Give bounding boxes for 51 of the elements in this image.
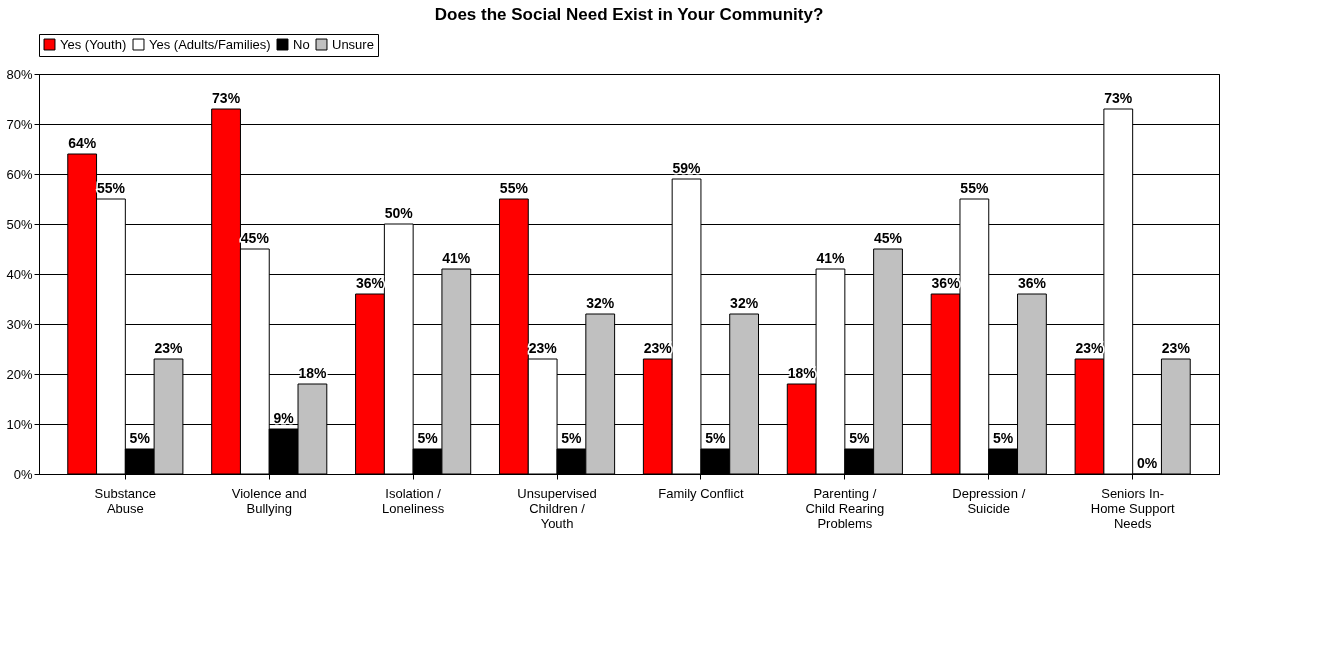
legend-label: Unsure: [332, 36, 374, 52]
legend-label: Yes (Adults/Families): [149, 36, 271, 52]
x-tick-label: Seniors In- Home Support Needs: [1090, 485, 1175, 531]
data-label: 55%: [499, 180, 529, 196]
x-tick-label: Parenting / Child Rearing Problems: [805, 485, 885, 531]
chart-title: Does the Social Need Exist in Your Community?: [434, 4, 824, 24]
data-label: 41%: [442, 250, 471, 266]
data-label: 55%: [960, 180, 989, 196]
data-label: 0%: [1136, 455, 1158, 471]
data-label: 23%: [154, 340, 184, 356]
x-tick-label: Substance Abuse: [94, 485, 157, 516]
data-label: 23%: [643, 340, 673, 356]
data-label: 5%: [129, 430, 151, 446]
data-label: 50%: [384, 205, 414, 221]
x-tick-label: Isolation / Loneliness: [382, 485, 445, 516]
data-label: 73%: [1104, 90, 1133, 106]
x-tick-label: Violence and Bullying: [231, 485, 307, 516]
data-label: 5%: [561, 430, 583, 446]
y-tick-label: 40%: [6, 266, 33, 282]
data-label: 64%: [68, 135, 97, 151]
x-tick-label: Family Conflict: [658, 485, 744, 501]
data-label: 55%: [96, 180, 126, 196]
data-label: 73%: [212, 90, 241, 106]
data-label: 32%: [730, 295, 759, 311]
data-label: 36%: [355, 275, 385, 291]
data-label: 5%: [705, 430, 727, 446]
x-tick-label: Unsupervised Children / Youth: [517, 485, 597, 531]
data-label: 23%: [528, 340, 558, 356]
data-label: 32%: [586, 295, 615, 311]
legend-label: No: [293, 36, 310, 52]
data-label: 5%: [849, 430, 870, 446]
y-tick-label: 0%: [13, 466, 33, 482]
x-tick-label: Depression / Suicide: [952, 485, 1026, 516]
data-label: 23%: [1161, 340, 1191, 356]
data-label: 41%: [816, 250, 846, 266]
y-tick-label: 10%: [6, 416, 33, 432]
y-tick-label: 60%: [6, 166, 33, 182]
data-label: 23%: [1075, 340, 1105, 356]
data-label: 36%: [1017, 275, 1047, 291]
y-tick-label: 30%: [6, 316, 33, 332]
legend-label: Yes (Youth): [60, 36, 127, 52]
y-tick-label: 70%: [6, 116, 33, 132]
data-label: 9%: [273, 410, 295, 426]
data-label: 45%: [240, 230, 270, 246]
y-tick-label: 80%: [6, 66, 33, 82]
y-tick-label: 50%: [6, 216, 33, 232]
data-label: 5%: [417, 430, 439, 446]
data-label: 59%: [672, 160, 702, 176]
data-label: 45%: [874, 230, 903, 246]
y-tick-label: 20%: [6, 366, 33, 382]
data-label: 5%: [993, 430, 1014, 446]
